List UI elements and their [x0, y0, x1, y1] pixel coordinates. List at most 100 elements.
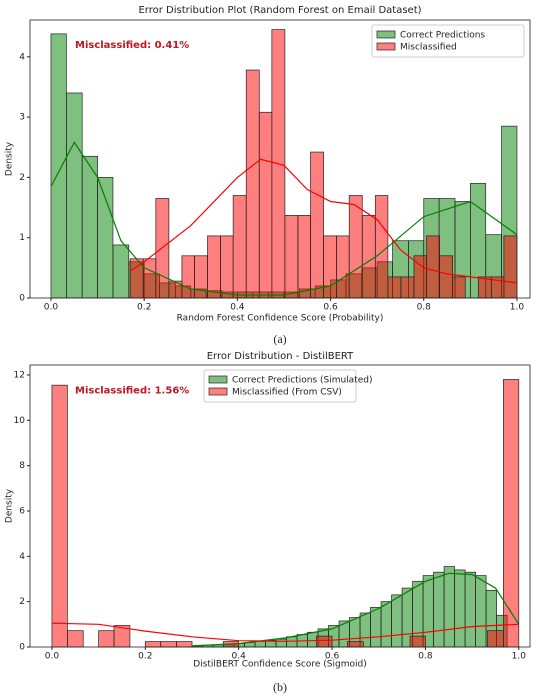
histogram-bar — [374, 195, 389, 299]
histogram-bar — [443, 566, 455, 648]
y-tick-label: 0 — [19, 643, 25, 653]
y-tick-label: 2 — [19, 597, 25, 607]
y-tick-label: 8 — [19, 461, 25, 471]
histogram-bar — [232, 195, 247, 299]
y-tick-label: 4 — [19, 52, 25, 62]
histogram-bar — [112, 244, 130, 299]
chart-title: Error Distribution - DistilBERT — [207, 351, 354, 362]
histogram-bar — [439, 255, 453, 299]
histogram-bar — [98, 630, 115, 648]
x-tick-label: 0.2 — [138, 652, 152, 662]
legend-box — [371, 24, 525, 58]
histogram-bar — [310, 151, 324, 299]
x-tick-label: 0.4 — [230, 303, 245, 313]
histogram-bar — [254, 640, 266, 648]
x-axis-label: DistilBERT Confidence Score (Sigmoid) — [193, 660, 366, 670]
histogram-bar — [160, 641, 177, 648]
histogram-bar — [475, 575, 487, 648]
histogram-bar — [426, 235, 440, 299]
x-tick-label: 0.6 — [325, 652, 340, 662]
x-tick-label: 0.0 — [45, 652, 60, 662]
histogram-bar — [380, 601, 392, 648]
histogram-bar — [433, 571, 445, 648]
x-tick-label: 0.8 — [417, 303, 432, 313]
histogram-bar — [361, 215, 376, 299]
histogram-bar — [97, 177, 114, 299]
x-tick-label: 0.6 — [323, 303, 338, 313]
y-tick-label: 0 — [19, 294, 25, 304]
histogram-bar — [50, 33, 67, 299]
legend-label: Misclassified — [400, 43, 457, 53]
histogram-bar — [387, 276, 402, 299]
histogram-bar — [51, 384, 68, 648]
histogram-bar — [454, 569, 466, 648]
histogram-bar — [477, 276, 492, 299]
figure-caption: (a) — [273, 332, 286, 346]
legend-label: Misclassified (From CSV) — [232, 388, 342, 398]
histogram-bar — [258, 111, 273, 299]
legend-swatch — [208, 375, 228, 384]
histogram-bar — [194, 255, 208, 299]
histogram-bar — [81, 155, 98, 299]
histogram-bar — [275, 638, 287, 648]
figure-caption: (b) — [273, 680, 287, 694]
y-tick-label: 6 — [19, 506, 25, 516]
histogram-bar — [464, 571, 476, 648]
histogram-bar — [452, 276, 466, 299]
x-tick-label: 1.0 — [512, 652, 527, 662]
histogram-bar — [207, 235, 221, 299]
histogram-bar — [144, 641, 162, 648]
histogram-bar — [66, 630, 84, 648]
x-tick-label: 1.0 — [510, 303, 525, 313]
kde-line — [50, 141, 518, 296]
kde-line — [51, 622, 519, 642]
histogram-bar — [176, 641, 193, 648]
histogram-bar — [286, 636, 298, 648]
y-tick-label: 4 — [19, 552, 25, 562]
histogram-bar — [220, 235, 234, 299]
chart-title: Error Distribution Plot (Random Forest o… — [138, 5, 421, 16]
histogram-bar — [348, 195, 363, 299]
x-tick-label: 0.4 — [232, 652, 247, 662]
histogram-bar — [347, 641, 364, 648]
annotation: Misclassified: 1.56% — [75, 385, 189, 396]
kde-line — [129, 158, 518, 284]
histogram-bar — [316, 635, 333, 648]
y-axis-label: Density — [5, 488, 15, 523]
x-tick-label: 0.8 — [418, 652, 433, 662]
plot-frame — [29, 364, 531, 648]
histogram-bar — [400, 276, 415, 299]
y-tick-label: 12 — [14, 370, 25, 380]
histogram-bar — [336, 235, 350, 299]
histogram-bar — [181, 255, 195, 299]
y-tick-label: 1 — [19, 233, 25, 243]
histogram-bar — [323, 235, 337, 299]
legend-swatch — [376, 42, 396, 51]
histogram-bar — [503, 235, 518, 299]
legend-swatch — [208, 387, 228, 396]
histogram-bar — [487, 630, 504, 648]
y-axis-label: Density — [5, 141, 15, 176]
histogram-bar — [503, 379, 520, 648]
legend-swatch — [376, 30, 396, 39]
histogram-bar — [245, 69, 260, 299]
histogram-bar — [370, 606, 382, 648]
histogram-bar — [284, 215, 299, 299]
legend-label: Correct Predictions — [400, 31, 485, 41]
histogram-bar — [391, 594, 403, 648]
histogram-bar — [65, 92, 83, 299]
x-tick-label: 0.2 — [137, 303, 151, 313]
y-tick-label: 10 — [14, 416, 26, 426]
annotation: Misclassified: 0.41% — [75, 40, 189, 51]
y-tick-label: 2 — [19, 173, 25, 183]
legend-label: Correct Predictions (Simulated) — [232, 376, 372, 386]
plot-frame — [29, 19, 531, 299]
histogram-bar — [142, 258, 157, 299]
histogram-bar — [297, 215, 311, 299]
x-axis-label: Random Forest Confidence Score (Probabil… — [177, 314, 384, 324]
y-tick-label: 3 — [19, 113, 25, 123]
legend-box — [203, 369, 357, 403]
histogram-bar — [409, 635, 426, 648]
x-tick-label: 0.0 — [44, 303, 59, 313]
